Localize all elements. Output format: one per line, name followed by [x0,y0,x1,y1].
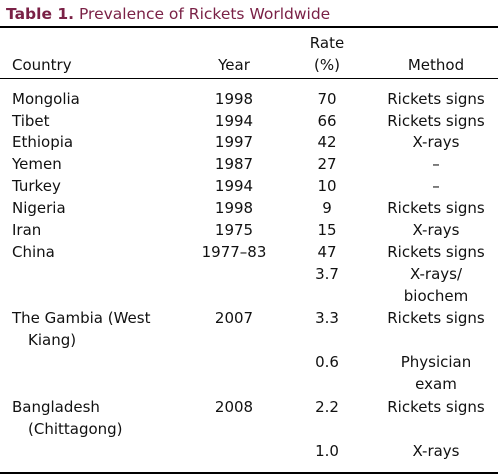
cell-year: 1975 [214,221,254,239]
cell-rate: 9 [322,199,332,217]
cell-rate: 47 [317,243,337,261]
cell-method: Physician [400,353,472,371]
header-method: Method [407,56,465,74]
cell-year: 1994 [214,112,254,130]
cell-method: Rickets signs [387,398,485,416]
header-rate: Rate [309,34,345,52]
cell-year: 2008 [214,398,254,416]
top-rule [0,26,498,28]
cell-method: Rickets signs [387,90,485,108]
header-rate-unit: (%) [314,56,340,74]
cell-method-cont: exam [415,375,457,393]
cell-year: 1998 [214,199,254,217]
cell-year: 1998 [214,90,254,108]
cell-rate: 2.2 [315,398,339,416]
bottom-rule [0,472,498,474]
cell-method: X-rays [412,442,460,460]
cell-method: X-rays [412,133,460,151]
cell-rate: 70 [317,90,337,108]
cell-rate: 27 [317,155,337,173]
cell-rate: 66 [317,112,337,130]
header-country: Country [12,56,72,74]
cell-year: 1987 [214,155,254,173]
header-year: Year [218,56,250,74]
cell-country: China [12,243,55,261]
cell-country: Tibet [12,112,50,130]
cell-method-cont: biochem [403,287,469,305]
caption-label: Table 1. [6,5,75,23]
cell-method: X-rays [412,221,460,239]
cell-rate: 10 [317,177,337,195]
cell-country-cont: Kiang) [28,331,77,349]
cell-country: Iran [12,221,42,239]
cell-country: Bangladesh [12,398,100,416]
cell-method: Rickets signs [387,243,485,261]
cell-rate: 3.3 [315,309,339,327]
cell-method: Rickets signs [387,199,485,217]
cell-method: – [432,155,440,173]
cell-method: Rickets signs [387,309,485,327]
cell-country: Mongolia [12,90,80,108]
cell-country: The Gambia (West [12,309,151,327]
cell-method: X-rays/ [409,265,463,283]
cell-year: 1997 [214,133,254,151]
cell-country-cont: (Chittagong) [28,420,123,438]
cell-country: Nigeria [12,199,66,217]
header-rule [0,78,498,79]
cell-method: Rickets signs [387,112,485,130]
cell-rate: 0.6 [315,353,339,371]
cell-rate: 15 [317,221,337,239]
cell-year: 2007 [214,309,254,327]
caption-title: Prevalence of Rickets Worldwide [78,5,331,23]
table-caption: Table 1. Prevalence of Rickets Worldwide [6,4,330,24]
cell-year: 1977–83 [201,243,267,261]
cell-rate: 1.0 [315,442,339,460]
cell-rate: 42 [317,133,337,151]
cell-rate: 3.7 [315,265,339,283]
cell-country: Ethiopia [12,133,74,151]
cell-country: Turkey [12,177,61,195]
cell-year: 1994 [214,177,254,195]
cell-country: Yemen [12,155,62,173]
cell-method: – [432,177,440,195]
